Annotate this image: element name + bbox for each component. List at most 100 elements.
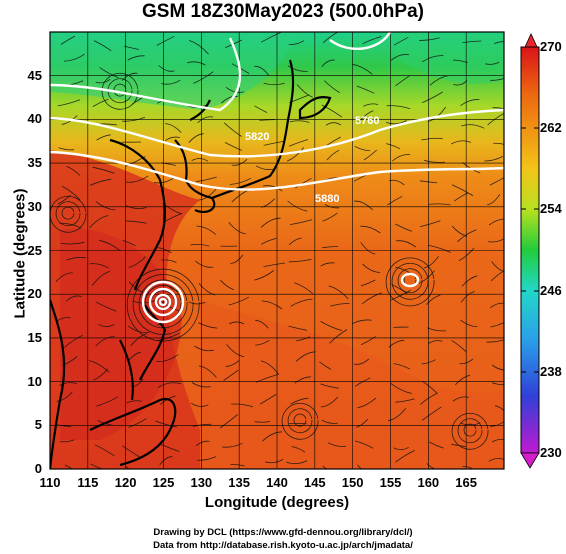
streamline	[457, 229, 477, 243]
x-tick-label: 150	[341, 475, 364, 490]
colorbar-tick-230: 230	[540, 445, 562, 460]
streamline	[188, 133, 204, 143]
streamline	[420, 220, 441, 228]
plot-frame	[49, 31, 505, 470]
streamline	[95, 78, 111, 84]
streamline	[390, 54, 409, 61]
streamline	[420, 392, 438, 405]
streamline	[196, 225, 217, 235]
streamline	[255, 339, 270, 346]
streamline	[59, 382, 78, 386]
y-tick-label: 40	[27, 111, 42, 127]
streamline	[451, 225, 468, 237]
streamline	[198, 365, 217, 378]
streamline	[56, 424, 72, 427]
streamline	[225, 86, 245, 93]
streamline	[294, 376, 311, 384]
streamline	[319, 361, 332, 370]
streamline	[220, 279, 235, 291]
y-tick-label: 25	[27, 242, 42, 258]
streamline	[89, 263, 109, 269]
streamline	[353, 200, 373, 211]
streamline	[254, 270, 274, 281]
streamline	[390, 289, 411, 301]
streamline	[61, 206, 75, 220]
streamline	[125, 465, 130, 469]
streamline	[356, 85, 375, 94]
streamline	[458, 247, 475, 261]
streamline	[484, 156, 503, 162]
streamline	[96, 396, 119, 407]
y-tick-label: 0	[34, 461, 42, 476]
streamline	[353, 358, 370, 365]
streamline	[393, 363, 410, 370]
streamline	[138, 279, 188, 329]
streamline	[361, 336, 376, 346]
streamline	[354, 440, 374, 449]
streamline	[462, 40, 482, 43]
streamline	[462, 466, 474, 469]
streamline	[121, 116, 146, 122]
streamline	[255, 165, 274, 170]
streamline	[322, 32, 339, 44]
streamline	[88, 360, 110, 373]
streamline	[55, 201, 81, 227]
streamline	[55, 272, 73, 283]
streamline	[487, 113, 504, 126]
streamline	[281, 402, 319, 440]
streamline	[320, 262, 335, 267]
x-tick-label: 165	[455, 475, 477, 490]
streamline	[260, 217, 281, 228]
streamline	[385, 120, 407, 125]
streamline	[322, 246, 339, 249]
y-tick-label: 5	[34, 417, 42, 433]
streamline	[363, 149, 378, 161]
streamline	[395, 223, 413, 232]
streamline	[262, 185, 283, 192]
streamline	[89, 178, 112, 186]
streamline	[228, 296, 249, 306]
streamline	[165, 123, 182, 133]
streamline	[388, 339, 405, 348]
streamline	[451, 412, 489, 450]
streamline	[259, 394, 277, 405]
x-tick-label: 135	[228, 475, 250, 490]
streamline	[288, 139, 309, 147]
y-tick-label: 15	[27, 329, 42, 345]
streamline	[196, 176, 217, 183]
streamline	[361, 292, 383, 305]
streamline	[457, 418, 483, 444]
streamline	[419, 37, 440, 41]
streamline	[93, 368, 109, 381]
streamline	[362, 36, 382, 45]
streamline	[351, 319, 372, 325]
streamline	[362, 263, 381, 273]
streamline	[489, 177, 504, 186]
streamline	[386, 105, 411, 110]
streamline	[56, 391, 73, 402]
streamline	[95, 301, 117, 312]
y-tick-label: 10	[27, 373, 42, 389]
streamline	[395, 398, 415, 403]
streamline	[320, 383, 339, 389]
streamline	[195, 440, 210, 447]
streamline	[490, 421, 504, 427]
streamline	[495, 405, 504, 412]
streamline	[61, 185, 81, 201]
streamline	[132, 274, 194, 335]
credit-data: Data from http://database.rish.kyoto-u.a…	[153, 540, 413, 551]
streamline	[424, 255, 439, 269]
streamline	[418, 270, 435, 284]
streamline	[363, 103, 379, 107]
streamline	[190, 402, 209, 407]
streamline	[289, 120, 310, 123]
streamline	[263, 262, 286, 267]
streamline	[295, 351, 316, 362]
streamline	[288, 237, 302, 246]
streamline	[357, 110, 374, 124]
x-tick-label: 110	[39, 475, 61, 490]
streamline	[357, 464, 362, 469]
colorbar-max-arrow	[524, 33, 538, 48]
x-tick-label: 160	[417, 475, 440, 490]
